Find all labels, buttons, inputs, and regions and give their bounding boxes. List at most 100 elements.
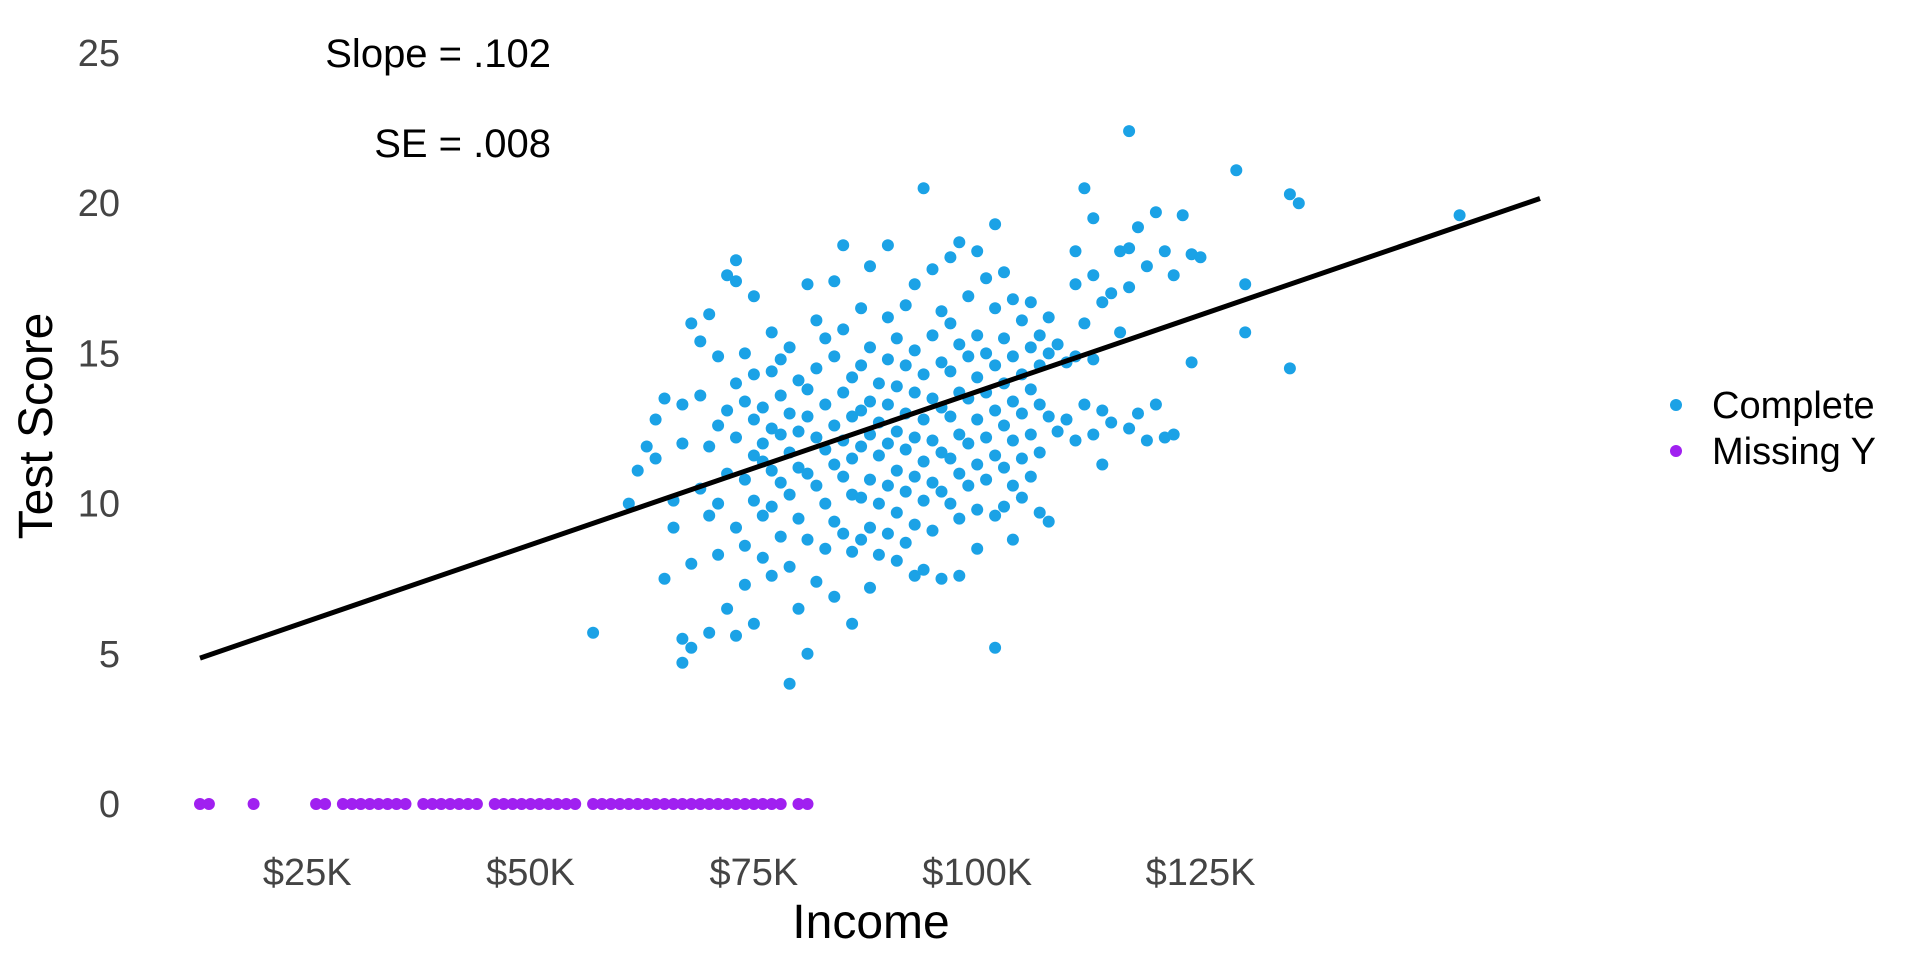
data-point-complete [676,632,689,645]
data-point-complete [622,497,635,510]
data-point-complete [1132,221,1144,234]
data-point-complete [1149,206,1162,219]
data-point-complete [738,473,751,486]
data-point-complete [721,602,734,615]
data-point-missing-y [533,798,546,810]
data-point-complete [953,512,966,525]
data-point-complete [989,359,1002,372]
y-axis-title: Test Score [10,313,63,540]
data-point-complete [881,527,894,540]
data-point-complete [765,365,778,378]
data-point-complete [962,437,975,450]
data-point-complete [828,350,841,363]
data-point-complete [864,395,876,408]
data-point-complete [1185,356,1198,369]
data-point-complete [1105,287,1118,300]
data-point-complete [792,425,805,438]
data-point-complete [855,491,868,504]
data-point-complete [1078,182,1091,195]
data-point-complete [801,467,814,480]
data-point-complete [1042,311,1055,324]
data-point-complete [774,476,787,489]
data-point-complete [747,413,760,426]
data-point-complete [783,341,796,354]
data-point-complete [899,443,912,456]
data-point-complete [721,404,734,417]
data-point-missing-y [381,798,394,810]
data-point-complete [712,419,725,432]
data-point-complete [738,539,751,552]
data-point-complete [1006,479,1019,492]
data-point-complete [1123,242,1136,255]
y-tick-label: 15 [78,333,120,375]
data-point-missing-y [363,798,376,810]
data-point-complete [631,464,644,477]
data-point-missing-y [631,798,644,810]
data-point-complete [935,572,948,585]
data-point-complete [1140,434,1153,447]
data-point-missing-y [774,798,787,810]
data-point-complete [926,263,939,276]
data-point-complete [944,410,957,423]
data-point-complete [989,509,1002,522]
data-point-complete [908,278,921,291]
x-axis-title: Income [792,896,949,949]
data-point-complete [810,575,823,588]
data-point-complete [694,389,707,402]
data-point-complete [1051,338,1064,351]
data-point-complete [989,641,1002,654]
data-point-complete [881,311,894,324]
data-point-complete [944,317,957,330]
data-point-complete [890,332,903,345]
data-point-complete [801,647,814,660]
data-point-complete [890,425,903,438]
data-point-complete [810,431,823,444]
data-point-complete [1069,245,1082,258]
data-point-complete [747,617,760,630]
data-point-complete [998,500,1010,513]
data-point-complete [738,578,751,591]
data-point-complete [855,440,868,453]
data-point-complete [1283,362,1296,375]
data-point-complete [810,362,823,375]
data-point-complete [783,677,796,690]
data-point-complete [1015,407,1028,420]
data-point-complete [1140,260,1153,273]
data-point-complete [801,410,814,423]
data-point-complete [1105,416,1118,429]
data-point-complete [828,590,841,603]
data-point-complete [828,458,841,471]
data-point-missing-y [542,798,555,810]
data-point-complete [872,449,885,462]
data-point-complete [1015,491,1028,504]
data-point-missing-y [640,798,653,810]
data-point-complete [890,506,903,519]
data-point-complete [1123,125,1136,138]
data-point-missing-y [738,798,751,810]
data-point-complete [1042,410,1055,423]
data-point-complete [971,542,984,555]
data-point-complete [944,452,957,465]
data-point-complete [774,353,787,366]
data-point-complete [587,626,600,639]
data-point-complete [792,461,805,474]
data-point-complete [935,305,948,318]
data-point-missing-y [506,798,519,810]
data-point-complete [1167,269,1180,282]
data-point-complete [1149,398,1162,411]
data-point-complete [899,359,912,372]
data-point-complete [703,509,716,522]
data-point-complete [846,452,859,465]
data-point-missing-y [462,798,474,810]
data-point-complete [810,479,823,492]
data-point-missing-y [435,798,448,810]
data-point-missing-y [247,798,260,810]
legend-marker-complete [1670,399,1682,411]
data-point-complete [908,344,921,357]
data-point-missing-y [721,798,734,810]
data-point-complete [756,401,769,414]
data-point-complete [908,518,921,531]
data-point-complete [944,251,957,264]
data-point-complete [989,218,1002,231]
data-point-complete [1158,245,1171,258]
